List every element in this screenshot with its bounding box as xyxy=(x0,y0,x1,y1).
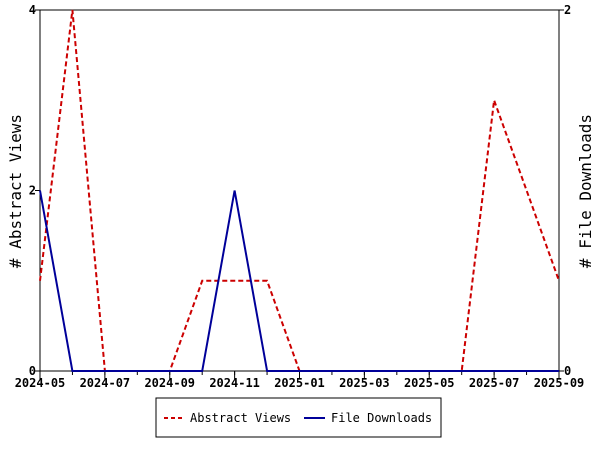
series-layer xyxy=(39,9,560,372)
legend-label-file-downloads: File Downloads xyxy=(331,411,432,425)
x-tick-label: 2024-07 xyxy=(80,376,131,390)
x-tick-label: 2025-05 xyxy=(404,376,455,390)
y-left-tick-label: 4 xyxy=(29,3,36,17)
y-right-tick-label: 2 xyxy=(564,3,571,17)
legend: Abstract Views File Downloads xyxy=(155,397,442,438)
x-tick-label: 2025-07 xyxy=(469,376,520,390)
x-tick-label: 2025-03 xyxy=(339,376,390,390)
legend-box xyxy=(155,397,442,438)
y-right-tick-label: 0 xyxy=(564,364,571,378)
legend-label-abstract-views: Abstract Views xyxy=(190,411,291,425)
series-line-abstract-views xyxy=(39,9,560,372)
x-tick-label: 2024-05 xyxy=(15,376,66,390)
x-tick-label: 2024-09 xyxy=(144,376,195,390)
plot-frame xyxy=(39,9,560,372)
series-line-file-downloads xyxy=(39,190,559,372)
x-tick-label: 2025-01 xyxy=(274,376,325,390)
x-tick-label: 2024-11 xyxy=(209,376,260,390)
axes: 2024-05 2024-07 2024-09 2024-11 2025-01 2025-… xyxy=(15,3,585,390)
y-left-tick-label: 0 xyxy=(29,364,36,378)
x-tick-label: 2025-09 xyxy=(534,376,585,390)
y-axis-left-title: # Abstract Views xyxy=(6,114,25,268)
y-axis-right-title: # File Downloads xyxy=(576,114,595,268)
y-left-tick-label: 2 xyxy=(29,184,36,198)
